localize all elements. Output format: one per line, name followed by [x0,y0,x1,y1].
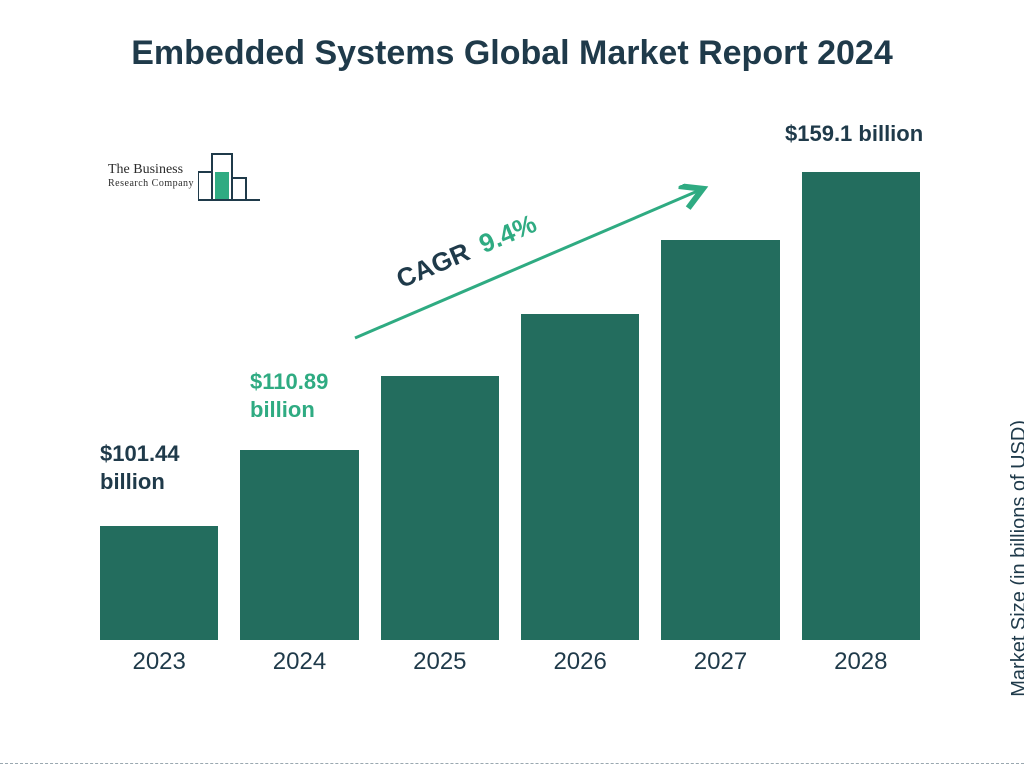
bar-2024 [240,450,358,640]
bar-2026 [521,314,639,640]
bar-label-2027: 2027 [661,648,779,676]
bar-label-2028: 2028 [802,648,920,676]
bar-slot-2023: 2023 [100,150,218,640]
chart-title: Embedded Systems Global Market Report 20… [0,32,1024,75]
bar-label-2025: 2025 [381,648,499,676]
bottom-divider [0,763,1024,764]
bar-slot-2027: 2027 [661,150,779,640]
bar-2025 [381,376,499,640]
y-axis-label: Market Size (in billions of USD) [1008,420,1024,697]
bar-slot-2025: 2025 [381,150,499,640]
bar-label-2023: 2023 [100,648,218,676]
bar-slot-2024: 2024 [240,150,358,640]
bar-slot-2028: 2028 [802,150,920,640]
bar-2023 [100,526,218,640]
bar-slot-2026: 2026 [521,150,639,640]
bar-2027 [661,240,779,640]
bar-label-2026: 2026 [521,648,639,676]
bar-2028 [802,172,920,640]
value-label-2028: $159.1 billion [785,120,945,148]
bar-label-2024: 2024 [240,648,358,676]
